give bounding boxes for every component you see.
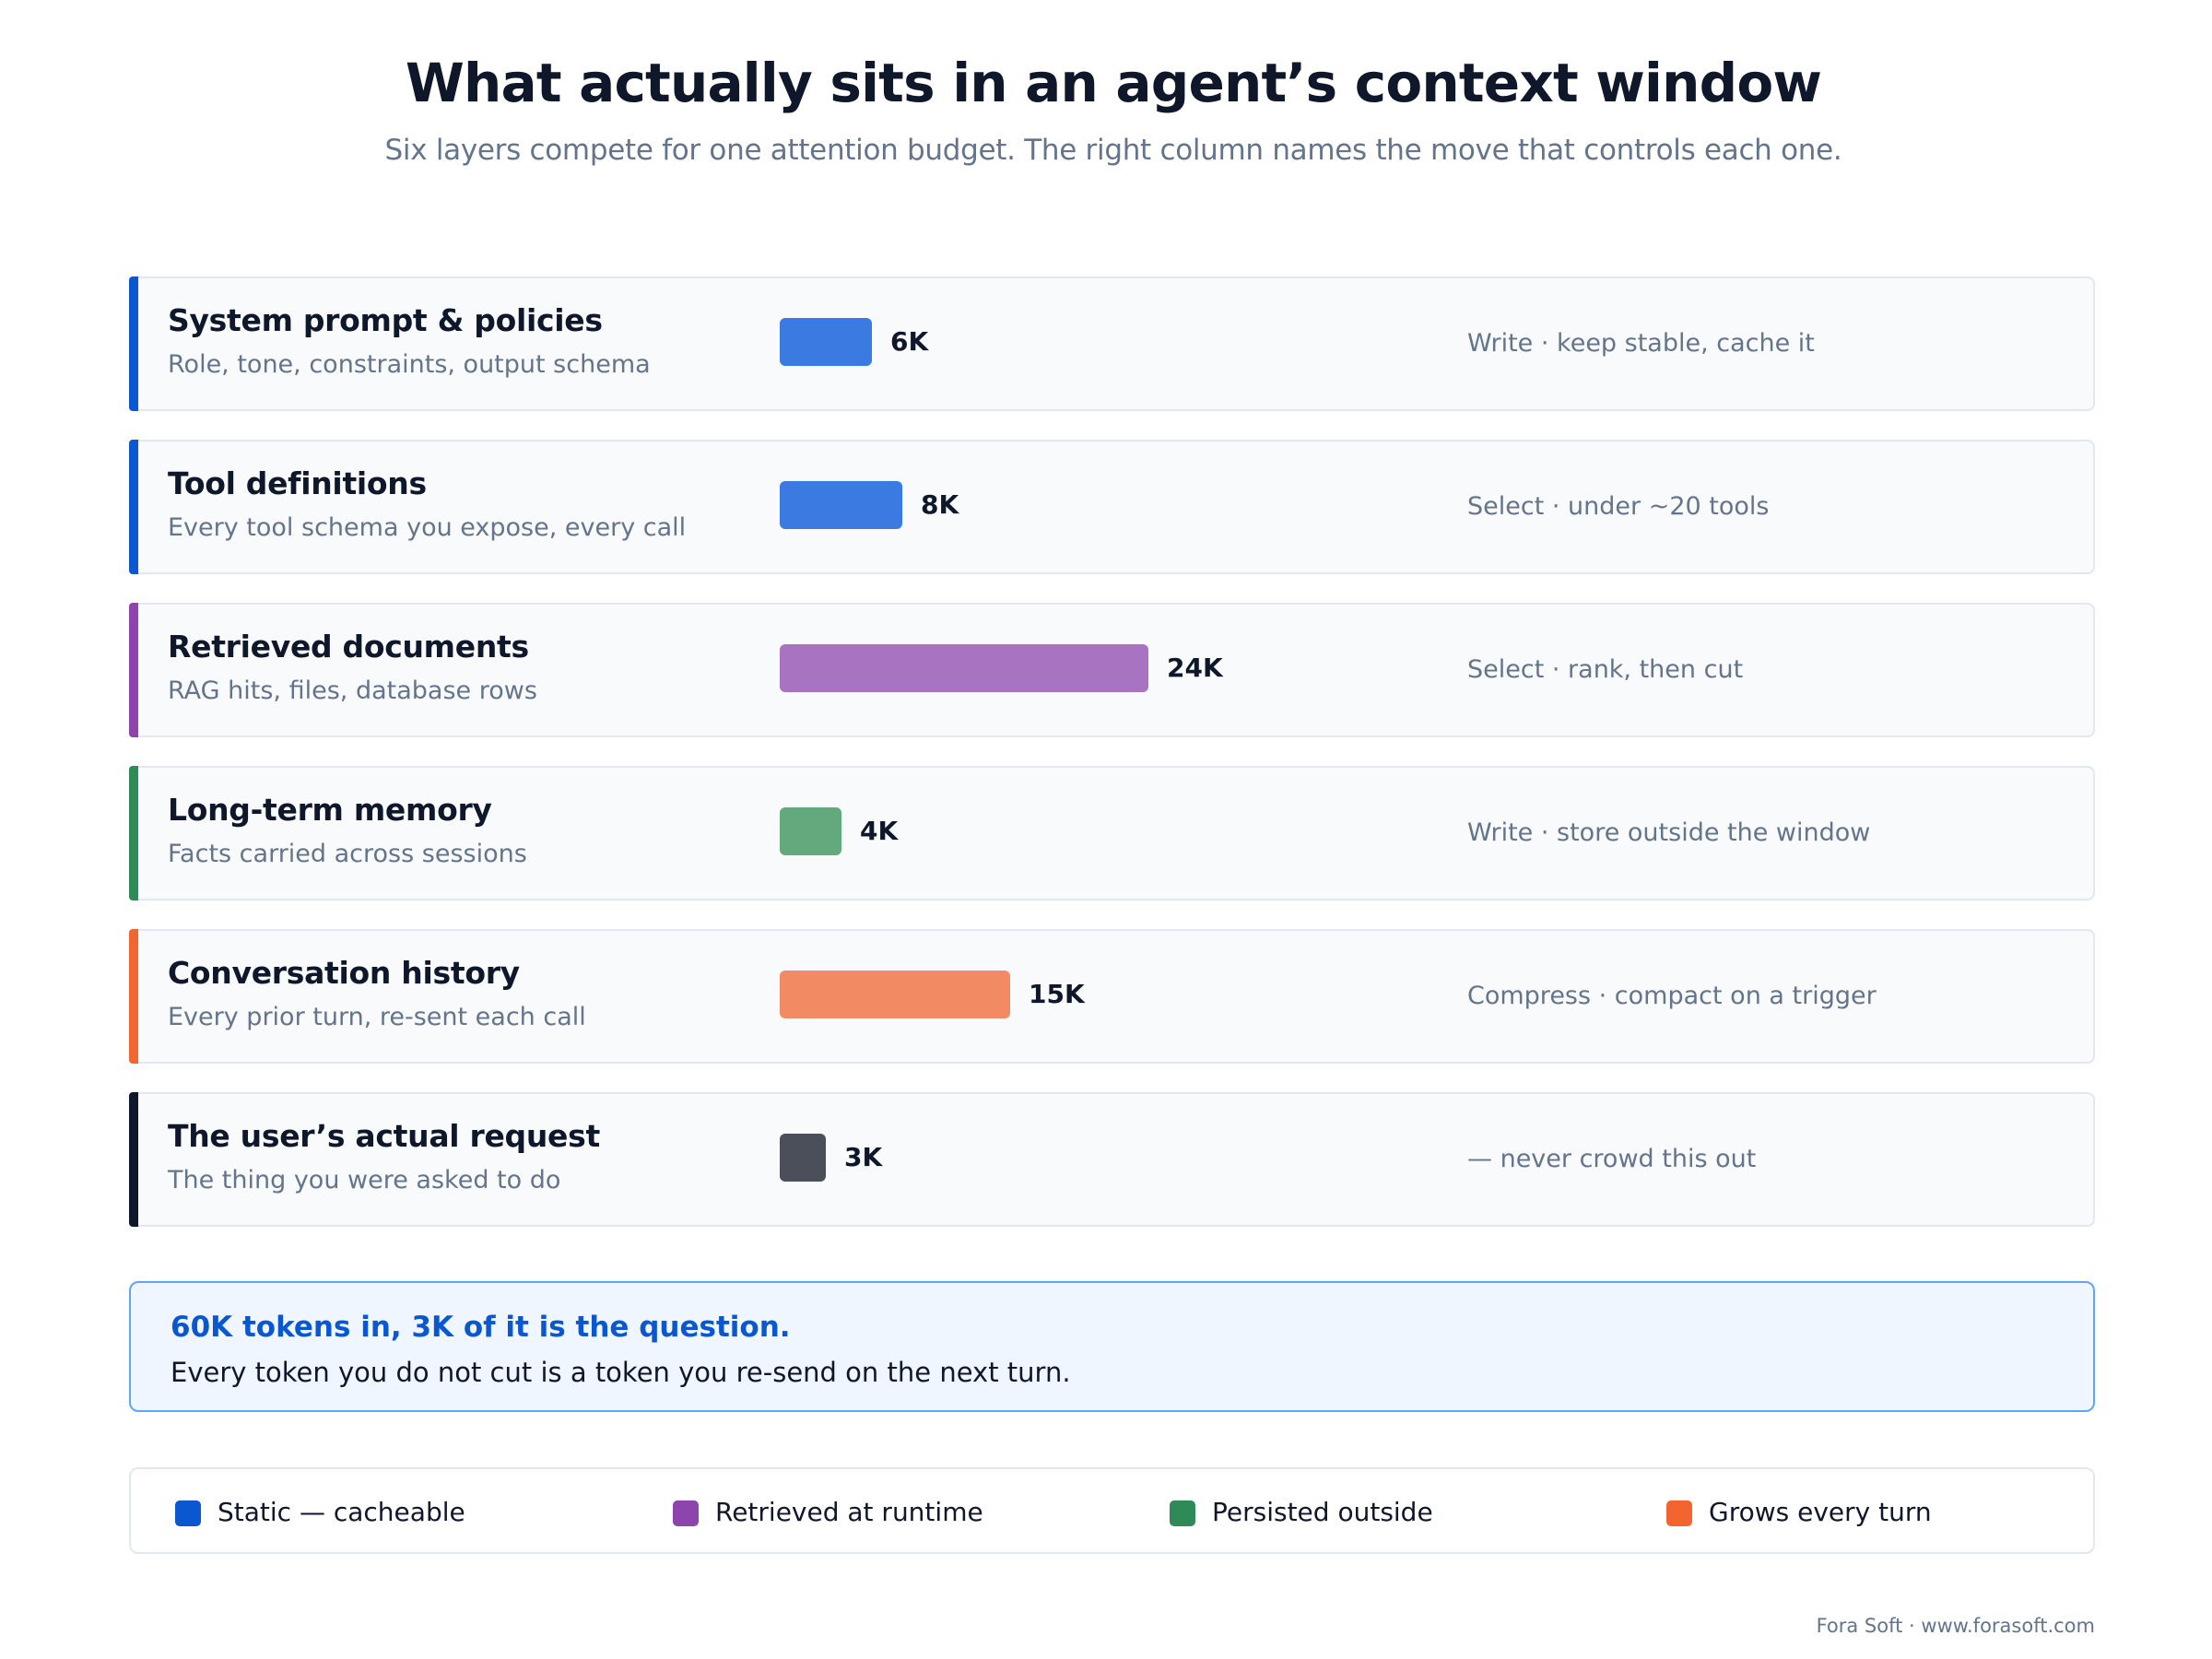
layer-move: Select · under ~20 tools: [1467, 492, 1770, 521]
legend-label: Persisted outside: [1212, 1497, 1433, 1527]
page-title: What actually sits in an agent’s context…: [405, 52, 1822, 114]
token-bar: [780, 481, 902, 529]
legend-swatch: [673, 1500, 699, 1526]
layer-description: Facts carried across sessions: [168, 840, 527, 868]
layer-accent: [129, 603, 138, 737]
layer-description: Role, tone, constraints, output schema: [168, 350, 651, 379]
token-bar: [780, 644, 1148, 692]
layer-accent: [129, 1092, 138, 1227]
token-value-label: 15K: [1029, 979, 1085, 1009]
layer-row: Tool definitions Every tool schema you e…: [129, 440, 2095, 574]
layer-row: System prompt & policies Role, tone, con…: [129, 276, 2095, 411]
token-bar: [780, 807, 841, 855]
layer-name: Long-term memory: [168, 792, 492, 828]
layer-name: Conversation history: [168, 955, 520, 991]
layer-move: — never crowd this out: [1467, 1145, 1757, 1173]
layer-description: Every tool schema you expose, every call: [168, 513, 687, 542]
layer-accent: [129, 440, 138, 574]
legend: Static — cacheable Retrieved at runtime …: [129, 1467, 2095, 1554]
summary-callout: 60K tokens in, 3K of it is the question.…: [129, 1281, 2095, 1412]
token-value-label: 8K: [921, 489, 959, 520]
legend-label: Retrieved at runtime: [715, 1497, 983, 1527]
layer-description: Every prior turn, re-sent each call: [168, 1003, 586, 1031]
layer-chart: System prompt & policies Role, tone, con…: [129, 276, 2095, 1255]
layer-name: The user’s actual request: [168, 1118, 600, 1154]
layer-row: Conversation history Every prior turn, r…: [129, 929, 2095, 1064]
token-bar: [780, 971, 1010, 1018]
layer-move: Select · rank, then cut: [1467, 655, 1744, 684]
legend-label: Static — cacheable: [218, 1497, 465, 1527]
layer-accent: [129, 766, 138, 900]
token-value-label: 24K: [1167, 653, 1223, 683]
layer-row: Long-term memory Facts carried across se…: [129, 766, 2095, 900]
layer-move: Write · store outside the window: [1467, 818, 1871, 847]
layer-move: Compress · compact on a trigger: [1467, 982, 1877, 1010]
callout-headline: 60K tokens in, 3K of it is the question.: [171, 1311, 791, 1344]
token-value-label: 4K: [860, 816, 899, 846]
page-subtitle: Six layers compete for one attention bud…: [384, 134, 1842, 167]
layer-description: RAG hits, files, database rows: [168, 677, 537, 705]
legend-swatch: [1170, 1500, 1195, 1526]
token-bar: [780, 1134, 826, 1182]
layer-accent: [129, 929, 138, 1064]
legend-swatch: [1666, 1500, 1692, 1526]
token-value-label: 3K: [844, 1142, 883, 1172]
layer-row: The user’s actual request The thing you …: [129, 1092, 2095, 1227]
layer-name: Retrieved documents: [168, 629, 529, 665]
layer-description: The thing you were asked to do: [168, 1166, 561, 1194]
layer-accent: [129, 276, 138, 411]
legend-swatch: [175, 1500, 201, 1526]
callout-body: Every token you do not cut is a token yo…: [171, 1357, 1071, 1388]
layer-move: Write · keep stable, cache it: [1467, 329, 1815, 358]
token-bar: [780, 318, 872, 366]
layer-name: Tool definitions: [168, 465, 427, 501]
footer-credit: Fora Soft · www.forasoft.com: [1816, 1615, 2095, 1637]
layer-name: System prompt & policies: [168, 302, 603, 338]
layer-row: Retrieved documents RAG hits, files, dat…: [129, 603, 2095, 737]
legend-label: Grows every turn: [1709, 1497, 1932, 1527]
token-value-label: 6K: [890, 326, 929, 357]
